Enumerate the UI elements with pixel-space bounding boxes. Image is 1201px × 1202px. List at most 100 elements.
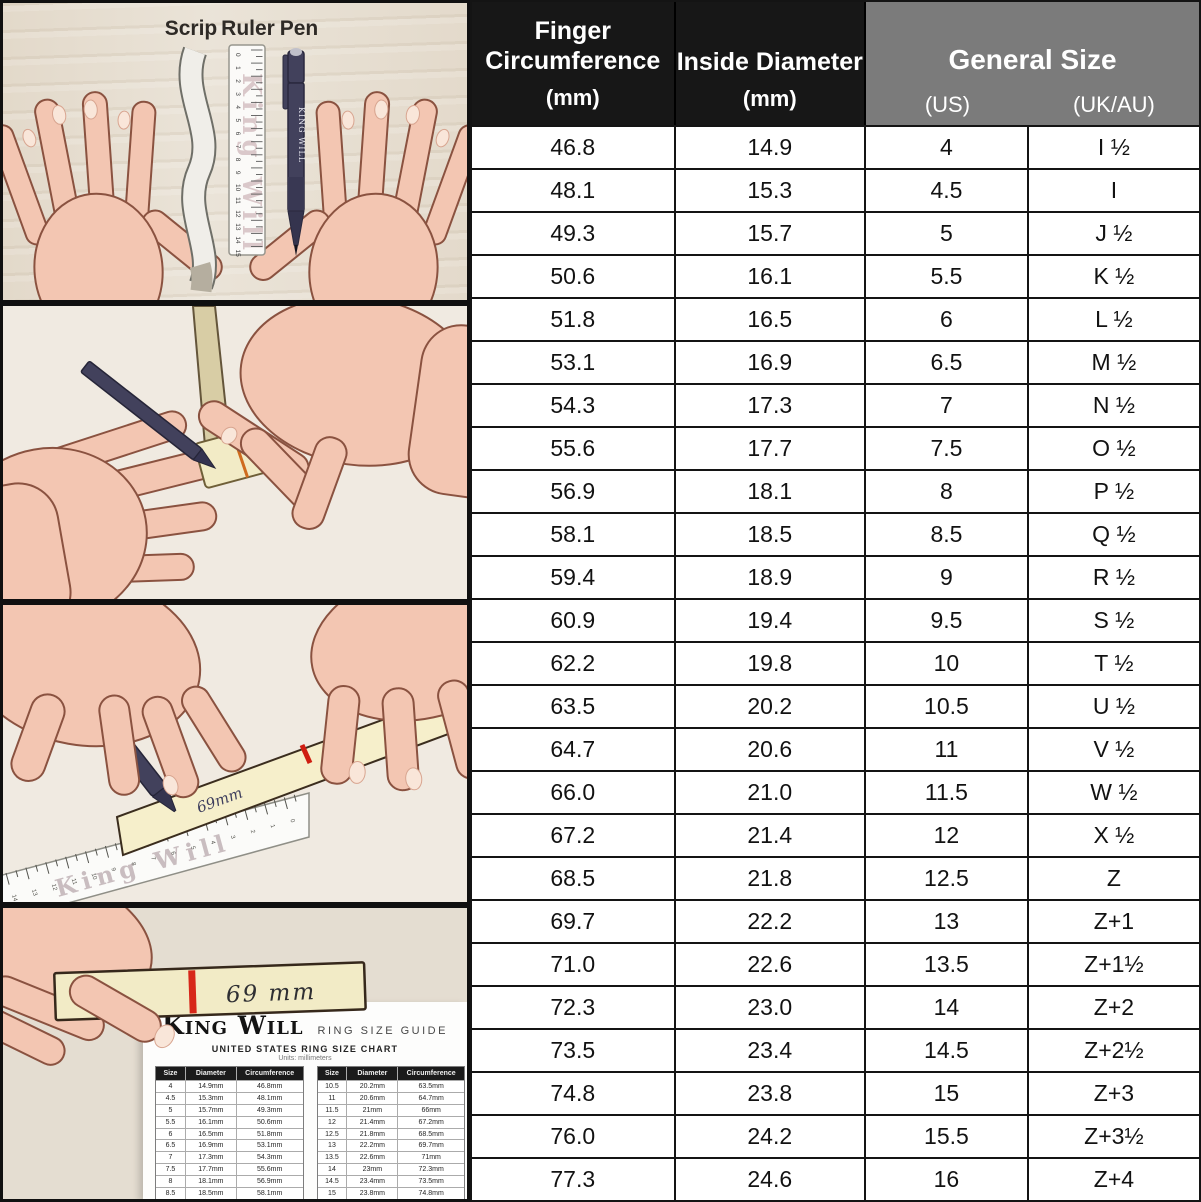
table-cell: L ½ [1095, 306, 1133, 332]
table-cell: 15.7 [676, 213, 867, 254]
table-row: 67.2 21.4 12 X ½ [472, 813, 1199, 856]
mini-table-cell: 72.3mm [397, 1164, 464, 1176]
table-cell: 18.9 [676, 557, 867, 598]
table-cell: 16.9 [676, 342, 867, 383]
table-cell: 68.5 [472, 858, 676, 899]
svg-text:14: 14 [234, 236, 241, 244]
table-cell: 64.7 [472, 729, 676, 770]
mini-table-cell: 7.5 [165, 1166, 176, 1174]
mini-table-cell: 21mm [346, 1104, 397, 1116]
mini-table-cell: 11.5 [325, 1106, 339, 1114]
svg-text:10: 10 [90, 873, 98, 882]
pen-illustration: KING WILL [282, 48, 306, 256]
mini-table-cell: 15.7mm [184, 1104, 236, 1116]
table-row: 58.1 18.5 8.5 Q ½ [472, 512, 1199, 555]
table-cell: 5 [866, 213, 1029, 254]
table-cell: 56.9 [472, 471, 676, 512]
svg-text:0: 0 [288, 819, 295, 824]
table-cell: 24.2 [676, 1116, 867, 1157]
table-cell: Q ½ [1092, 521, 1136, 547]
table-cell: U ½ [1092, 693, 1135, 719]
svg-text:14: 14 [10, 894, 18, 902]
table-row: 50.6 16.1 5.5 K ½ [472, 254, 1199, 297]
svg-text:11: 11 [70, 878, 78, 886]
table-cell: 76.0 [472, 1116, 676, 1157]
mini-table-row: 12 21.4mm 67.2mm [317, 1115, 464, 1128]
svg-text:12: 12 [234, 210, 241, 218]
table-cell: 66.0 [472, 772, 676, 813]
table-cell: 19.8 [676, 643, 867, 684]
mini-table-cell: 74.8mm [397, 1188, 464, 1199]
table-cell: 23.0 [676, 987, 867, 1028]
table-cell: Z+2 [1093, 994, 1135, 1020]
svg-text:7: 7 [234, 145, 241, 149]
header-text: General Size [948, 44, 1117, 75]
mini-table-cell: 8 [168, 1178, 173, 1186]
mini-table-row: 15 23.8mm 74.8mm [317, 1187, 464, 1199]
header-text: Circumference [485, 47, 661, 75]
table-cell: 63.5 [472, 686, 676, 727]
mini-table-cell: 23mm [346, 1164, 397, 1176]
table-cell: 53.1 [472, 342, 676, 383]
ring-size-paper: King Will RING SIZE GUIDE UNITED STATES … [143, 1002, 467, 1199]
mini-table-cell: 12.5 [325, 1130, 339, 1138]
table-row: 48.1 15.3 4.5 I [472, 168, 1199, 211]
mini-table-row: 14.5 23.4mm 73.5mm [317, 1175, 464, 1188]
left-hand-illustration [3, 605, 247, 799]
svg-text:0: 0 [234, 53, 241, 57]
table-cell: 62.2 [472, 643, 676, 684]
mini-table-cell: 50.6mm [235, 1116, 303, 1128]
mini-table-row: 7.5 17.7mm 55.6mm [156, 1163, 303, 1176]
table-cell: 14 [866, 987, 1029, 1028]
table-cell: 23.4 [676, 1030, 867, 1071]
table-cell: 54.3 [472, 385, 676, 426]
label-ruler: Ruler [221, 17, 275, 40]
table-cell: 20.6 [676, 729, 867, 770]
mini-table-cell: 17.7mm [184, 1164, 236, 1176]
table-cell: X ½ [1093, 822, 1135, 848]
mini-table-cell: 73.5mm [397, 1176, 464, 1188]
mini-table-row: 8.5 18.5mm 58.1mm [156, 1187, 303, 1199]
mini-table-cell: 14 [328, 1166, 336, 1174]
table-cell: Z+3½ [1084, 1123, 1144, 1149]
paper-strip-illustration [178, 46, 217, 293]
table-cell: Z+1½ [1084, 951, 1144, 977]
header-text: Inside Diameter [676, 48, 863, 76]
mini-table-row: 4.5 15.3mm 48.1mm [156, 1091, 303, 1104]
mini-table-cell: 22.6mm [346, 1152, 397, 1164]
table-cell: 6 [866, 299, 1029, 340]
table-cell: 23.8 [676, 1073, 867, 1114]
mini-table-cell: 66mm [397, 1104, 464, 1116]
mini-table-cell: 21.8mm [346, 1128, 397, 1140]
table-row: 64.7 20.6 11 V ½ [472, 727, 1199, 770]
mini-table-cell: 48.1mm [235, 1092, 303, 1104]
svg-text:1: 1 [269, 824, 276, 829]
mini-table-cell: 23.8mm [346, 1188, 397, 1199]
table-cell: R ½ [1092, 564, 1135, 590]
mini-table-header: Size Diameter Circumference [317, 1067, 464, 1080]
mini-header-cell: Diameter [184, 1067, 236, 1080]
mini-table-cell: 51.8mm [235, 1128, 303, 1140]
mini-table-row: 13 22.2mm 69.7mm [317, 1139, 464, 1152]
mini-table-cell: 69.7mm [397, 1140, 464, 1152]
table-cell: 15.5 [866, 1116, 1029, 1157]
mini-table-row: 7 17.3mm 54.3mm [156, 1151, 303, 1164]
table-cell: 58.1 [472, 514, 676, 555]
mini-table-row: 5 15.7mm 49.3mm [156, 1103, 303, 1116]
table-cell: 11 [866, 729, 1029, 770]
table-cell: 24.6 [676, 1159, 867, 1200]
table-cell: 16 [866, 1159, 1029, 1200]
table-cell: 18.5 [676, 514, 867, 555]
mini-table-row: 6.5 16.9mm 53.1mm [156, 1139, 303, 1152]
header-finger-circumference: Finger Circumference (mm) [472, 2, 676, 125]
mini-table-row: 6 16.5mm 51.8mm [156, 1127, 303, 1140]
table-row: 56.9 18.1 8 P ½ [472, 469, 1199, 512]
mini-table-cell: 12 [328, 1118, 336, 1126]
table-cell: 71.0 [472, 944, 676, 985]
mini-table-cell: 4.5 [165, 1094, 176, 1102]
table-cell: 8 [866, 471, 1029, 512]
svg-text:6: 6 [234, 132, 241, 136]
